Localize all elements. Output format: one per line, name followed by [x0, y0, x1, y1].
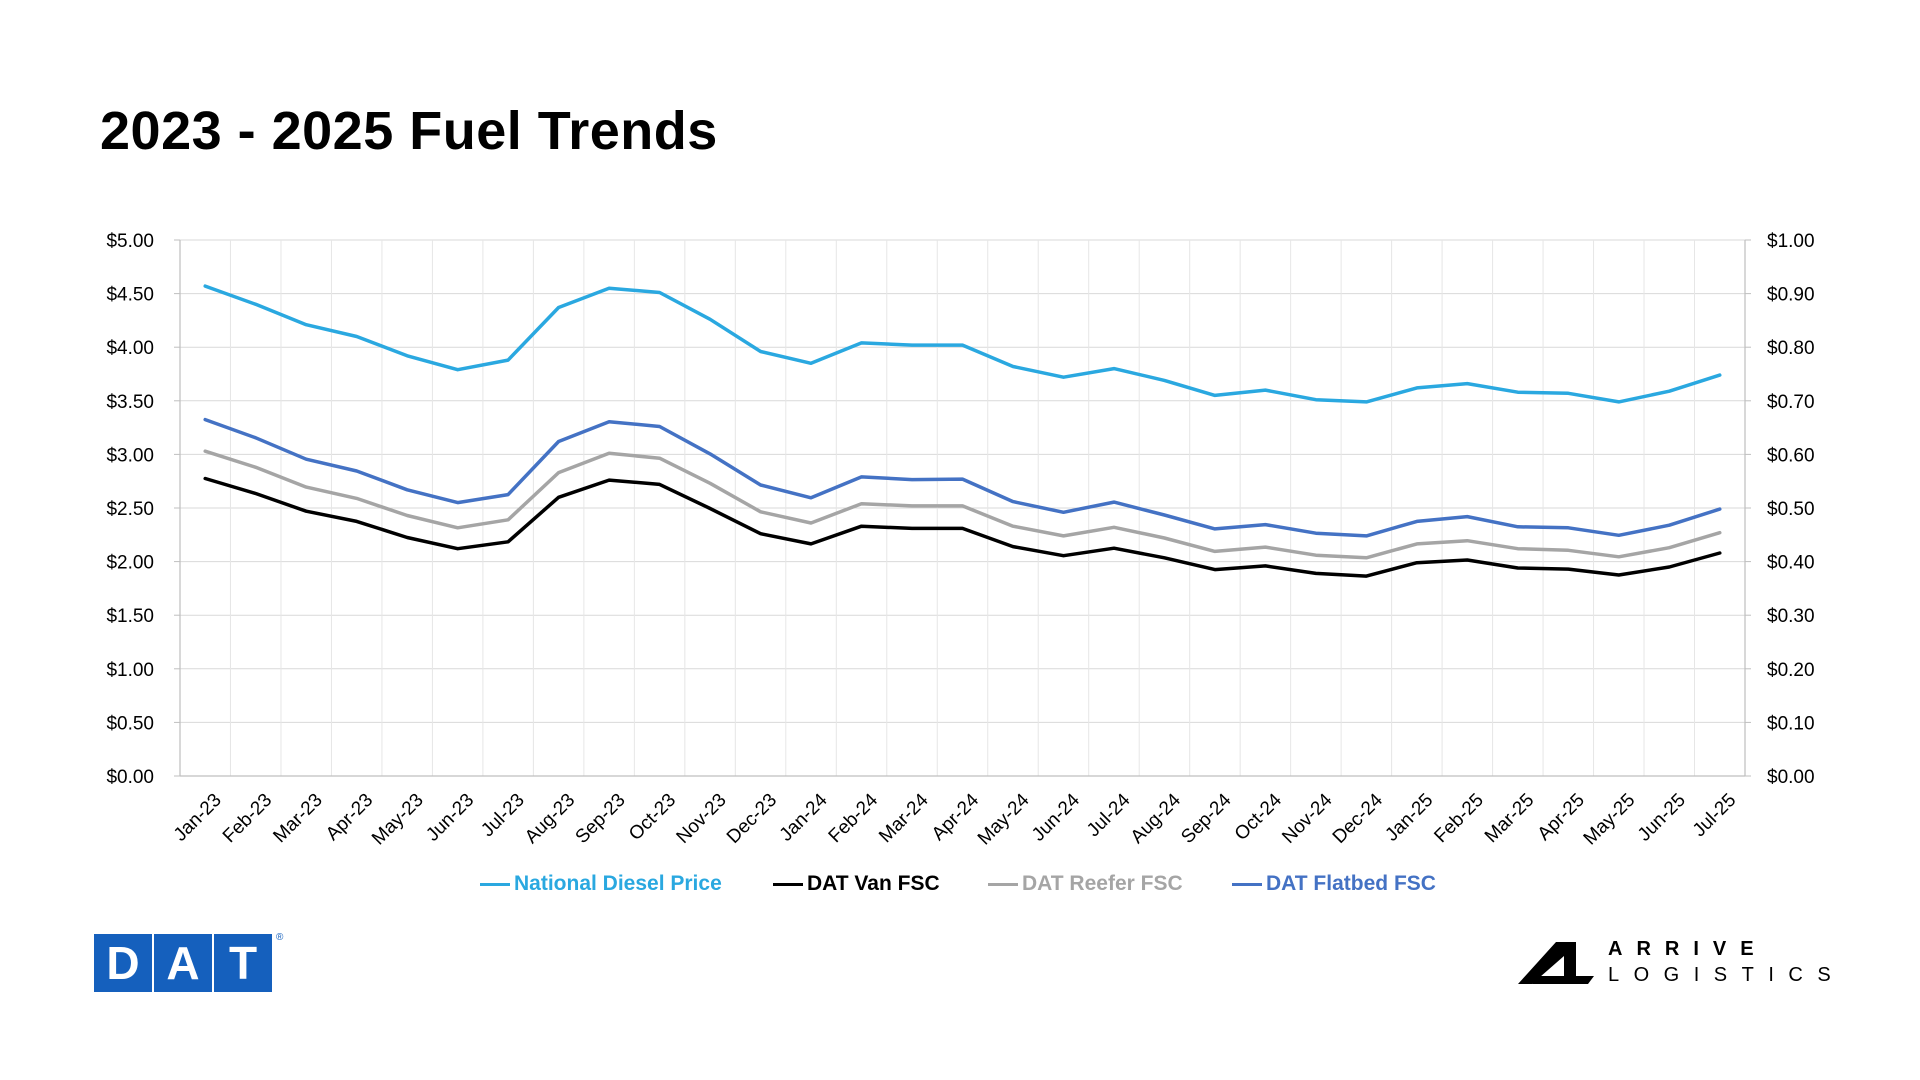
y-right-tick-label: $0.60: [1767, 445, 1815, 466]
dat-logo-letter-t: T: [214, 934, 272, 992]
x-tick-label: Oct-24: [1231, 789, 1286, 844]
label-layer: $0.00 $0.50 $1.00 $1.50 $2.00 $2.50 $3.00 $3.50…: [106, 231, 1814, 849]
y-right-tick-label: $0.40: [1767, 553, 1815, 574]
y-right-tick-label: $0.50: [1767, 499, 1815, 520]
grid-layer: [179, 239, 1746, 777]
x-tick-label: Jan-24: [776, 789, 832, 845]
x-tick-label: Aug-24: [1127, 789, 1185, 847]
x-tick-label: Oct-23: [625, 790, 680, 845]
dat-logo-letter-d: D: [94, 934, 152, 992]
x-tick-label: Mar-24: [875, 789, 933, 847]
dat-registered-mark: ®: [276, 932, 284, 943]
x-tick-label: Feb-23: [219, 790, 276, 847]
series-line-dat-reefer-fsc: [203, 449, 1722, 560]
x-tick-label: May-25: [1580, 790, 1640, 850]
arrive-wordmark: ARRIVE: [1608, 938, 1768, 960]
x-tick-label: May-23: [368, 790, 428, 850]
fuel-trends-chart: $0.00 $0.50 $1.00 $1.50 $2.00 $2.50 $3.00 $3.50…: [106, 231, 1814, 849]
legend-item-dat-reefer-fsc: DAT Reefer FSC: [988, 868, 1183, 900]
x-tick-label: Sep-24: [1177, 789, 1235, 847]
x-tick-label: Jan-25: [1382, 790, 1438, 846]
x-tick-label: Mar-25: [1481, 790, 1538, 847]
y-left-tick-label: $4.00: [106, 338, 154, 359]
y-left-tick-label: $1.50: [106, 606, 154, 627]
x-tick-label: Jun-24: [1028, 789, 1084, 845]
x-tick-label: Nov-23: [673, 790, 731, 848]
page-title: 2023 - 2025 Fuel Trends: [100, 101, 718, 161]
y-right-tick-label: $1.00: [1767, 231, 1815, 252]
legend-item-dat-flatbed-fsc: DAT Flatbed FSC: [1232, 868, 1436, 900]
y-left-tick-label: $3.50: [106, 392, 154, 413]
y-left-tick-label: $4.50: [106, 285, 154, 306]
logistics-wordmark: LOGISTICS: [1608, 964, 1846, 986]
y-right-tick-label: $0.30: [1767, 606, 1815, 627]
x-tick-label: Sep-23: [572, 790, 630, 848]
y-left-tick-label: $3.00: [106, 445, 154, 466]
y-left-tick-label: $0.50: [106, 713, 154, 734]
x-tick-label: Jun-23: [422, 790, 478, 846]
x-tick-label: Jul-25: [1689, 790, 1740, 841]
y-right-tick-label: $0.00: [1767, 767, 1815, 788]
y-left-tick-label: $2.50: [106, 499, 154, 520]
y-right-tick-label: $0.80: [1767, 338, 1815, 359]
legend-swatch-dat-flatbed-fsc: [1232, 882, 1262, 886]
legend-swatch-dat-van-fsc: [773, 882, 803, 886]
x-tick-label: Jun-25: [1634, 790, 1690, 846]
legend-label-dat-van-fsc: DAT Van FSC: [807, 872, 940, 895]
legend-label-national-diesel-price: National Diesel Price: [514, 872, 722, 895]
series-line-dat-van-fsc: [203, 476, 1722, 578]
x-tick-label: Feb-25: [1431, 790, 1488, 847]
x-tick-label: May-24: [974, 789, 1034, 849]
arrive-arrow-icon: [1518, 942, 1594, 984]
y-right-tick-label: $0.10: [1767, 713, 1815, 734]
x-tick-label: Dec-23: [723, 790, 781, 848]
legend-item-dat-van-fsc: DAT Van FSC: [773, 868, 940, 900]
x-tick-label: Aug-23: [521, 790, 579, 848]
legend-swatch-dat-reefer-fsc: [988, 882, 1018, 886]
y-left-tick-label: $0.00: [106, 767, 154, 788]
x-tick-label: Mar-23: [269, 790, 326, 847]
legend-label-dat-reefer-fsc: DAT Reefer FSC: [1022, 872, 1183, 895]
y-right-tick-label: $0.20: [1767, 660, 1815, 681]
dat-logo-letter-a: A: [154, 934, 212, 992]
y-left-tick-label: $1.00: [106, 660, 154, 681]
series-line-dat-flatbed-fsc: [203, 417, 1722, 538]
x-tick-label: Nov-24: [1278, 789, 1336, 847]
x-tick-label: Jan-23: [170, 790, 226, 846]
y-left-tick-label: $2.00: [106, 553, 154, 574]
legend-swatch-national-diesel-price: [480, 882, 510, 886]
series-layer: [203, 284, 1722, 578]
chart-legend: National Diesel Price DAT Van FSC DAT Re…: [0, 868, 1920, 900]
series-line-national-diesel-price: [203, 284, 1722, 404]
x-tick-label: Feb-24: [825, 789, 883, 847]
legend-label-dat-flatbed-fsc: DAT Flatbed FSC: [1266, 872, 1436, 895]
axis-layer: [174, 239, 1751, 777]
y-left-tick-label: $5.00: [106, 231, 154, 252]
y-right-tick-label: $0.90: [1767, 285, 1815, 306]
arrive-logistics-logo: ARRIVE LOGISTICS: [1518, 938, 1848, 988]
legend-item-national-diesel-price: National Diesel Price: [480, 868, 722, 900]
x-tick-label: Dec-24: [1329, 789, 1387, 847]
y-right-tick-label: $0.70: [1767, 392, 1815, 413]
dat-logo: D A T ®: [94, 932, 284, 992]
